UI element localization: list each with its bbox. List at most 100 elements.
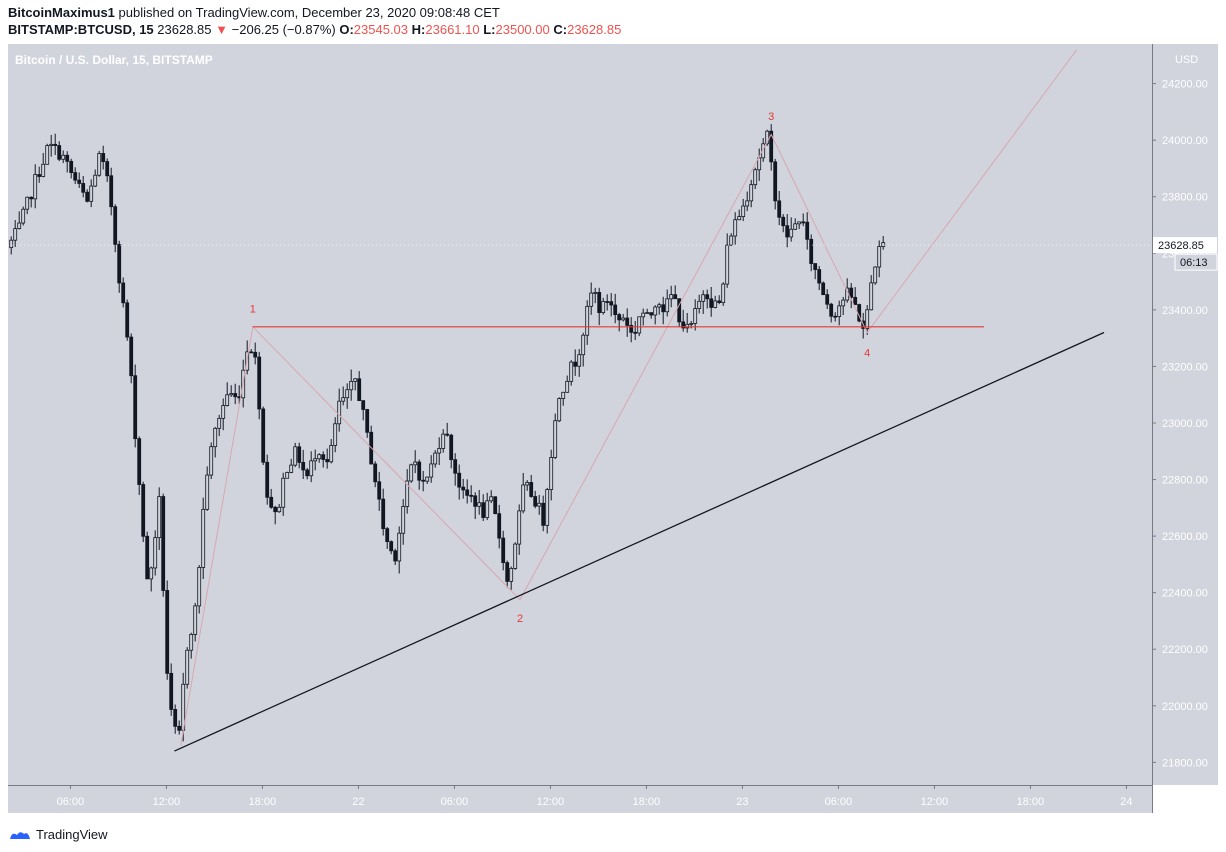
candle-up bbox=[25, 196, 30, 210]
x-tick-label: 18:00 bbox=[633, 796, 661, 808]
candle-up bbox=[329, 445, 334, 463]
candle-up bbox=[525, 482, 530, 486]
candle-up bbox=[585, 305, 590, 336]
candle-down bbox=[177, 725, 182, 731]
time-axis[interactable] bbox=[8, 786, 1152, 813]
candle-up bbox=[737, 216, 742, 221]
footer-brand[interactable]: TradingView bbox=[8, 827, 108, 842]
candle-down bbox=[133, 375, 138, 440]
candle-down bbox=[77, 179, 82, 184]
candle-up bbox=[621, 317, 626, 321]
y-tick-label: 24200.00 bbox=[1162, 79, 1208, 91]
candle-up bbox=[641, 312, 646, 318]
candle-down bbox=[853, 296, 858, 305]
candle-down bbox=[529, 482, 534, 497]
candle-up bbox=[217, 417, 222, 429]
candle-up bbox=[401, 506, 406, 534]
candle-down bbox=[73, 172, 78, 181]
candle-down bbox=[825, 294, 830, 305]
candle-down bbox=[709, 298, 714, 308]
candle-up bbox=[21, 208, 26, 224]
candle-up bbox=[489, 496, 494, 502]
x-tick-label: 18:00 bbox=[249, 796, 277, 808]
candle-up bbox=[685, 323, 690, 329]
candle-down bbox=[829, 303, 834, 317]
candle-up bbox=[317, 454, 322, 460]
candle-down bbox=[673, 294, 678, 300]
author-name[interactable]: BitcoinMaximus1 bbox=[8, 5, 115, 20]
candle-down bbox=[817, 269, 822, 284]
candle-up bbox=[409, 464, 414, 482]
candle-up bbox=[665, 298, 670, 313]
price-change: −206.25 (−0.87%) bbox=[231, 22, 336, 37]
candle-down bbox=[449, 434, 454, 461]
change-down-icon: ▼ bbox=[215, 22, 229, 37]
wave-label: 2 bbox=[517, 613, 523, 625]
candle-up bbox=[869, 282, 874, 311]
candle-down bbox=[785, 225, 790, 238]
candle-up bbox=[349, 381, 354, 391]
y-tick-label: 24000.00 bbox=[1162, 135, 1208, 147]
low-value: 23500.00 bbox=[495, 22, 550, 37]
candle-up bbox=[761, 143, 766, 159]
candle-up bbox=[873, 266, 878, 284]
candle-up bbox=[789, 228, 794, 238]
y-tick-label: 22200.00 bbox=[1162, 644, 1208, 656]
x-tick-label: 22 bbox=[352, 796, 364, 808]
wave-label: 1 bbox=[250, 303, 256, 315]
candle-up bbox=[569, 361, 574, 382]
candle-down bbox=[385, 528, 390, 543]
candle-up bbox=[693, 308, 698, 324]
x-tick-label: 12:00 bbox=[921, 796, 949, 808]
candle-down bbox=[325, 459, 330, 463]
candle-up bbox=[749, 184, 754, 202]
candle-up bbox=[277, 506, 282, 513]
candle-down bbox=[173, 709, 178, 727]
candle-up bbox=[513, 543, 518, 569]
candle-up bbox=[9, 239, 14, 249]
candle-down bbox=[773, 161, 778, 202]
candle-up bbox=[61, 154, 66, 160]
x-tick-label: 18:00 bbox=[1017, 796, 1045, 808]
y-tick-label: 23200.00 bbox=[1162, 361, 1208, 373]
candle-up bbox=[333, 423, 338, 446]
candle-down bbox=[541, 502, 546, 526]
candle-up bbox=[345, 389, 350, 399]
candle-up bbox=[509, 568, 514, 582]
ohlc-line: BITSTAMP:BTCUSD, 15 23628.85 ▼ −206.25 (… bbox=[8, 22, 621, 37]
plot-area[interactable] bbox=[8, 44, 1152, 785]
brand-name: TradingView bbox=[36, 827, 108, 842]
open-value: 23545.03 bbox=[353, 22, 409, 37]
candle-down bbox=[261, 408, 266, 463]
candle-down bbox=[649, 312, 654, 316]
x-tick-label: 12:00 bbox=[537, 796, 565, 808]
candle-up bbox=[669, 294, 674, 300]
candle-up bbox=[221, 405, 226, 419]
candle-up bbox=[645, 312, 650, 314]
candle-down bbox=[381, 498, 386, 530]
x-tick-label: 24 bbox=[1120, 796, 1132, 808]
publish-line: BitcoinMaximus1 published on TradingView… bbox=[8, 5, 500, 20]
candle-up bbox=[537, 502, 542, 507]
candle-down bbox=[805, 221, 810, 240]
price-axis[interactable] bbox=[1153, 44, 1218, 785]
candle-down bbox=[461, 486, 466, 491]
last-price: 23628.85 bbox=[157, 22, 212, 37]
candle-down bbox=[597, 292, 602, 313]
candle-down bbox=[453, 459, 458, 474]
candle-down bbox=[273, 506, 278, 513]
candle-down bbox=[605, 301, 610, 303]
candle-down bbox=[301, 462, 306, 471]
symbol-label: BITSTAMP:BTCUSD, 15 bbox=[8, 22, 154, 37]
candle-up bbox=[757, 157, 762, 171]
high-label: H: bbox=[411, 22, 426, 37]
candle-up bbox=[49, 143, 54, 147]
candle-down bbox=[629, 324, 634, 333]
candle-down bbox=[705, 294, 710, 300]
candle-down bbox=[121, 282, 126, 304]
candle-down bbox=[57, 145, 62, 160]
candle-down bbox=[445, 433, 450, 436]
candle-up bbox=[309, 460, 314, 477]
candle-down bbox=[321, 454, 326, 460]
